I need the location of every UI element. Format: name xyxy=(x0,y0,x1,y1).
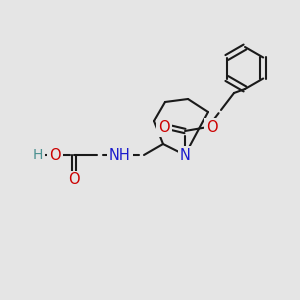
Text: H: H xyxy=(33,148,43,162)
Text: O: O xyxy=(49,148,61,163)
Text: O: O xyxy=(158,121,170,136)
Text: O: O xyxy=(206,119,218,134)
Text: NH: NH xyxy=(109,148,131,163)
Text: O: O xyxy=(68,172,80,188)
Text: N: N xyxy=(180,148,190,163)
